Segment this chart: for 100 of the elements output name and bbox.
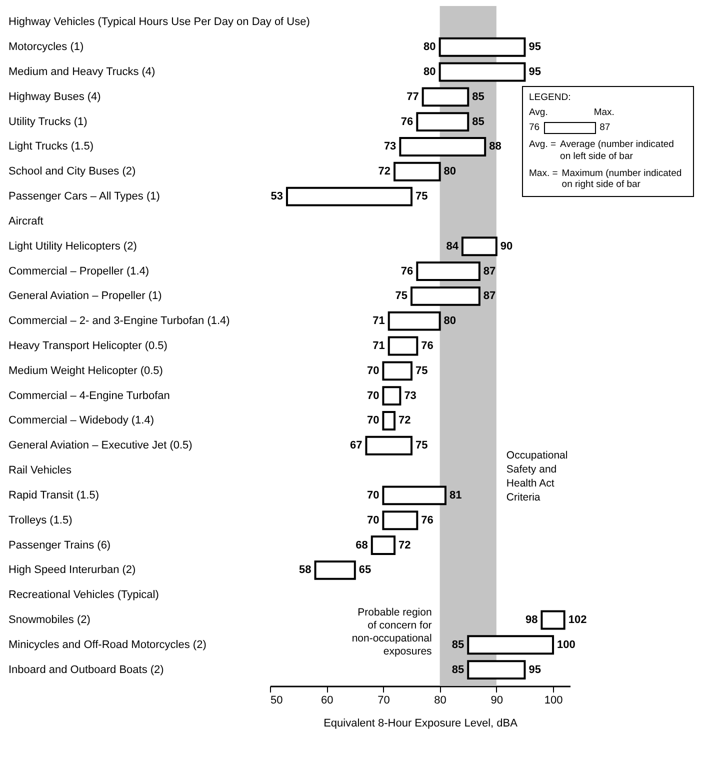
annotation: 76 — [400, 265, 414, 278]
y-tick-label: Light Trucks (1.5) — [8, 140, 94, 153]
data-label: 102 — [568, 614, 587, 626]
annotation: LEGEND: — [529, 92, 572, 104]
y-tick-label: Aircraft — [8, 215, 44, 228]
annotation: 70 — [366, 390, 380, 402]
bar — [467, 635, 554, 655]
bar — [438, 37, 526, 57]
y-tick-label: Highway Buses (4) — [8, 90, 101, 103]
annotation: 71 — [372, 315, 385, 328]
bar — [416, 112, 470, 132]
y-tick-label: Medium Weight Helicopter (0.5) — [8, 364, 163, 377]
y-tick-label: Medium and Heavy Trucks (4) — [8, 66, 156, 78]
bar — [388, 311, 441, 331]
annotation: 84 — [446, 240, 460, 252]
y-tick-label: Passenger Cars – All Types (1) — [8, 190, 160, 203]
annotation: 70 — [366, 514, 380, 526]
data-label: 87 — [483, 265, 496, 278]
bar — [286, 186, 413, 206]
annotation: 70 — [366, 489, 380, 502]
annotation: 70 — [366, 414, 380, 427]
x-tick-label: 90 — [490, 694, 504, 706]
bar — [382, 510, 418, 530]
bar — [540, 610, 566, 630]
data-label: 75 — [416, 190, 428, 203]
data-label: 73 — [404, 390, 416, 402]
y-tick-label: Rapid Transit (1.5) — [8, 489, 99, 502]
annotation: Probable region of concern for non-occupational exposures — [352, 606, 432, 658]
annotation: 85 — [452, 664, 464, 676]
annotation: 76 — [529, 122, 540, 134]
y-tick-label: General Aviation – Propeller (1) — [8, 290, 162, 302]
annotation: 75 — [395, 290, 408, 302]
annotation: Max. = Maximum (number indicated on right side of bar — [529, 168, 683, 192]
annotation: 80 — [424, 41, 436, 54]
x-tick-label: 70 — [378, 694, 390, 706]
annotation: 77 — [406, 90, 419, 103]
bar — [382, 386, 402, 406]
y-tick-label: Commercial – Propeller (1.4) — [8, 265, 150, 278]
data-label: 87 — [483, 290, 496, 302]
bar — [382, 411, 396, 430]
y-tick-label: Commercial – 4-Engine Turbofan — [8, 390, 170, 402]
bar — [410, 286, 480, 306]
data-label: 75 — [416, 364, 428, 377]
y-tick-label: Minicycles and Off-Road Motorcycles (2) — [8, 638, 206, 651]
annotation: 80 — [424, 66, 436, 78]
y-tick-label: Trolleys (1.5) — [8, 514, 72, 526]
text: 87 — [600, 122, 610, 134]
y-tick-label: Utility Trucks (1) — [8, 116, 88, 128]
x-tick-label: 80 — [434, 694, 446, 706]
annotation: Avg. — [529, 106, 548, 119]
data-label: 80 — [444, 166, 456, 178]
annotation: 85 — [452, 638, 464, 651]
annotation: 98 — [525, 614, 538, 626]
bar — [388, 336, 418, 356]
bar — [461, 236, 498, 256]
data-label: 85 — [472, 116, 484, 128]
y-tick-label: High Speed Interurban (2) — [8, 564, 136, 576]
bar — [365, 436, 413, 456]
bar — [399, 137, 486, 156]
data-label: 80 — [444, 315, 456, 328]
data-label: 75 — [416, 440, 428, 452]
bar — [370, 536, 396, 555]
y-tick-label: Commercial – 2- and 3-Engine Turbofan (1.4) — [8, 315, 230, 328]
bar — [416, 262, 480, 281]
y-tick-label: Light Utility Helicopters (2) — [8, 240, 137, 252]
bar — [394, 162, 441, 182]
annotation: 73 — [384, 140, 396, 153]
y-tick-label: Recreational Vehicles (Typical) — [8, 589, 159, 602]
data-label: 100 — [557, 638, 576, 651]
data-label: 95 — [528, 66, 541, 78]
y-tick-label: Inboard and Outboard Boats (2) — [8, 664, 164, 676]
data-label: 95 — [528, 664, 541, 676]
data-label: 81 — [449, 489, 462, 502]
y-tick-label: General Aviation – Executive Jet (0.5) — [8, 440, 192, 452]
data-label: 88 — [489, 140, 502, 153]
y-tick-label: Snowmobiles (2) — [8, 614, 90, 626]
bar — [438, 62, 526, 82]
bar — [382, 486, 446, 506]
annotation: 58 — [299, 564, 312, 576]
data-label: 95 — [528, 41, 541, 54]
bar — [314, 560, 356, 580]
y-tick-label: Passenger Trains (6) — [8, 539, 111, 552]
annotation: 76 — [400, 116, 414, 128]
data-label: 85 — [472, 90, 484, 103]
annotation: 67 — [350, 440, 362, 452]
y-tick-label: Highway Vehicles (Typical Hours Use Per Day on Day of Use) — [8, 16, 310, 28]
data-label: 65 — [358, 564, 372, 576]
annotation: 68 — [356, 539, 368, 552]
x-tick-label: 60 — [320, 694, 334, 706]
annotation: 71 — [372, 340, 385, 352]
y-tick-label: Commercial – Widebody (1.4) — [8, 414, 154, 427]
data-label: 72 — [398, 539, 411, 552]
bar — [382, 361, 413, 381]
x-axis-title: Equivalent 8-Hour Exposure Level, dBA — [324, 718, 518, 730]
x-tick-label: 100 — [544, 694, 563, 706]
y-tick-label: Motorcycles (1) — [8, 41, 84, 54]
data-label: 90 — [500, 240, 513, 252]
annotation: 53 — [270, 190, 283, 203]
annotation: 70 — [366, 364, 380, 377]
bar — [422, 87, 470, 107]
